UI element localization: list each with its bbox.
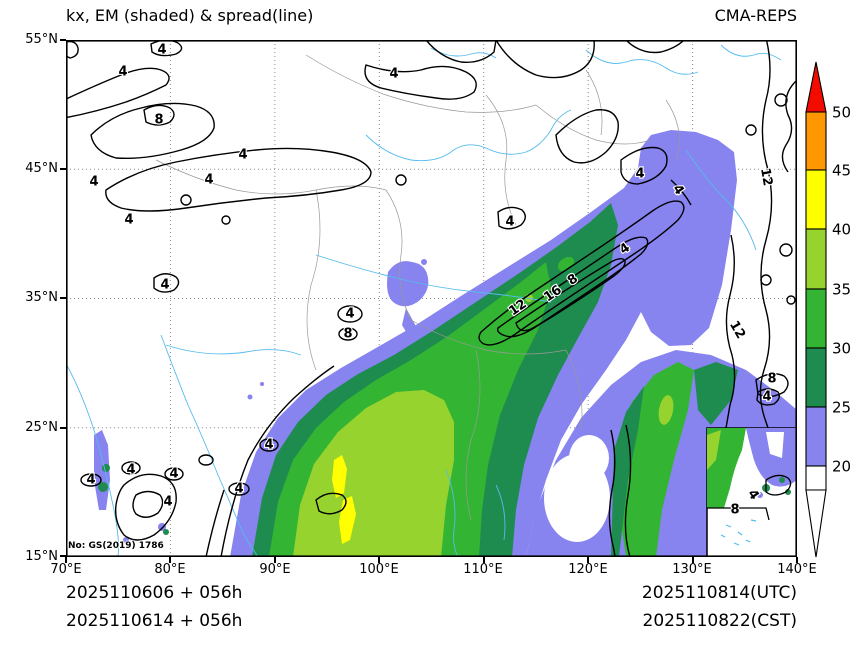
y-axis-label-25n: 25°N [25, 420, 58, 435]
province-borders [155, 54, 680, 521]
svg-text:4: 4 [157, 43, 166, 58]
x-axis-label-140e: 140°E [777, 562, 817, 577]
svg-text:40: 40 [832, 221, 851, 239]
model-name: CMA-REPS [714, 6, 797, 25]
svg-text:4: 4 [124, 213, 133, 228]
colorbar-segments [805, 61, 827, 558]
x-axis-label-120e: 120°E [568, 562, 608, 577]
x-tick [692, 557, 694, 563]
svg-text:4: 4 [204, 173, 213, 188]
colorbar: 50 45 40 35 30 25 20 [805, 61, 851, 558]
svg-text:45: 45 [832, 162, 851, 180]
x-tick [274, 557, 276, 563]
y-tick [60, 39, 66, 41]
valid-time-cst: 2025110822(CST) [642, 611, 797, 631]
svg-text:8: 8 [343, 327, 352, 342]
svg-text:4: 4 [86, 473, 95, 488]
chart-title: kx, EM (shaded) & spread(line) [66, 6, 314, 25]
init-time-cst: 2025110614 + 056h [66, 611, 243, 631]
svg-text:25: 25 [832, 399, 851, 417]
svg-text:4: 4 [389, 67, 398, 82]
x-tick [378, 557, 380, 563]
svg-text:4: 4 [345, 307, 354, 322]
colorbar-tick-labels: 50 45 40 35 30 25 20 [832, 104, 851, 476]
x-axis-label-80e: 80°E [154, 562, 186, 577]
svg-text:4: 4 [762, 390, 771, 405]
y-tick [60, 555, 66, 557]
svg-text:30: 30 [832, 340, 851, 358]
y-tick [60, 427, 66, 429]
svg-text:4: 4 [89, 175, 98, 190]
svg-text:4: 4 [238, 148, 247, 163]
y-axis-label-15n: 15°N [25, 549, 58, 564]
map-plot-area: 4 4 8 4 4 4 4 4 4 4 4 4 12 16 8 12 4 12 … [66, 40, 797, 557]
svg-text:4: 4 [163, 495, 172, 510]
x-tick [65, 557, 67, 563]
x-tick [587, 557, 589, 563]
svg-text:4: 4 [635, 167, 644, 182]
x-axis-label-100e: 100°E [359, 562, 399, 577]
x-tick [169, 557, 171, 563]
map-approval-number: No: GS(2019) 1786 [68, 541, 164, 551]
y-tick [60, 168, 66, 170]
x-axis-label-90e: 90°E [259, 562, 291, 577]
svg-text:50: 50 [832, 104, 851, 122]
valid-time-utc: 2025110814(UTC) [641, 583, 797, 603]
south-china-sea-inset: 4 8 [706, 427, 797, 557]
svg-text:4: 4 [126, 463, 135, 478]
svg-text:4: 4 [505, 215, 514, 230]
svg-text:20: 20 [832, 458, 851, 476]
map-frame [66, 40, 797, 557]
y-axis-label-55n: 55°N [25, 32, 58, 47]
x-tick [796, 557, 798, 563]
svg-text:8: 8 [767, 372, 776, 387]
svg-text:12: 12 [757, 167, 775, 187]
y-axis-label-35n: 35°N [25, 290, 58, 305]
svg-text:4: 4 [234, 482, 243, 497]
spread-contours [66, 40, 797, 557]
x-tick [483, 557, 485, 563]
init-time-utc: 2025110606 + 056h [66, 583, 243, 603]
svg-text:4: 4 [118, 65, 127, 80]
svg-text:35: 35 [832, 281, 851, 299]
x-axis-label-70e: 70°E [50, 562, 82, 577]
x-axis-label-110e: 110°E [463, 562, 503, 577]
svg-text:8: 8 [154, 113, 163, 128]
rivers-coastlines [66, 44, 782, 557]
y-axis-label-45n: 45°N [25, 161, 58, 176]
svg-text:4: 4 [169, 467, 178, 482]
y-tick [60, 297, 66, 299]
x-axis-label-130e: 130°E [672, 562, 712, 577]
svg-text:4: 4 [264, 438, 273, 453]
svg-text:4: 4 [160, 278, 169, 293]
inset-island-marks [720, 519, 757, 546]
svg-text:8: 8 [730, 503, 739, 518]
